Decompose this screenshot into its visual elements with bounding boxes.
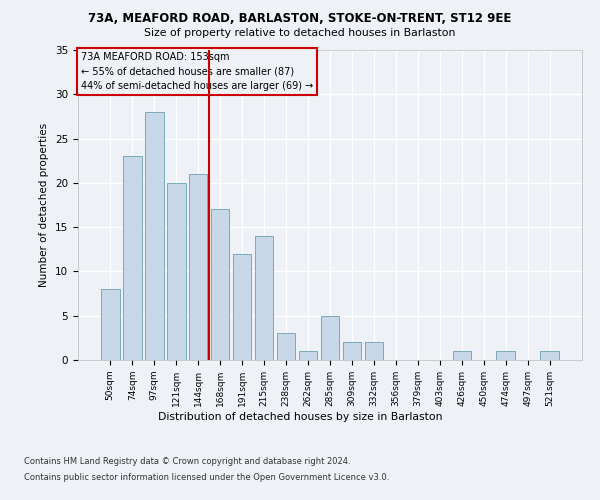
Bar bbox=[167, 183, 185, 360]
Bar bbox=[101, 289, 119, 360]
Bar bbox=[145, 112, 164, 360]
Bar bbox=[541, 351, 559, 360]
Bar bbox=[343, 342, 361, 360]
Bar bbox=[189, 174, 208, 360]
Text: 73A MEAFORD ROAD: 153sqm
← 55% of detached houses are smaller (87)
44% of semi-d: 73A MEAFORD ROAD: 153sqm ← 55% of detach… bbox=[80, 52, 313, 91]
Bar bbox=[365, 342, 383, 360]
Text: Contains public sector information licensed under the Open Government Licence v3: Contains public sector information licen… bbox=[24, 472, 389, 482]
Text: 73A, MEAFORD ROAD, BARLASTON, STOKE-ON-TRENT, ST12 9EE: 73A, MEAFORD ROAD, BARLASTON, STOKE-ON-T… bbox=[88, 12, 512, 26]
Text: Contains HM Land Registry data © Crown copyright and database right 2024.: Contains HM Land Registry data © Crown c… bbox=[24, 458, 350, 466]
Y-axis label: Number of detached properties: Number of detached properties bbox=[40, 123, 49, 287]
Text: Distribution of detached houses by size in Barlaston: Distribution of detached houses by size … bbox=[158, 412, 442, 422]
Bar bbox=[320, 316, 340, 360]
Bar bbox=[496, 351, 515, 360]
Bar bbox=[277, 334, 295, 360]
Bar bbox=[123, 156, 142, 360]
Bar bbox=[255, 236, 274, 360]
Text: Size of property relative to detached houses in Barlaston: Size of property relative to detached ho… bbox=[145, 28, 455, 38]
Bar bbox=[452, 351, 471, 360]
Bar bbox=[233, 254, 251, 360]
Bar bbox=[211, 210, 229, 360]
Bar bbox=[299, 351, 317, 360]
